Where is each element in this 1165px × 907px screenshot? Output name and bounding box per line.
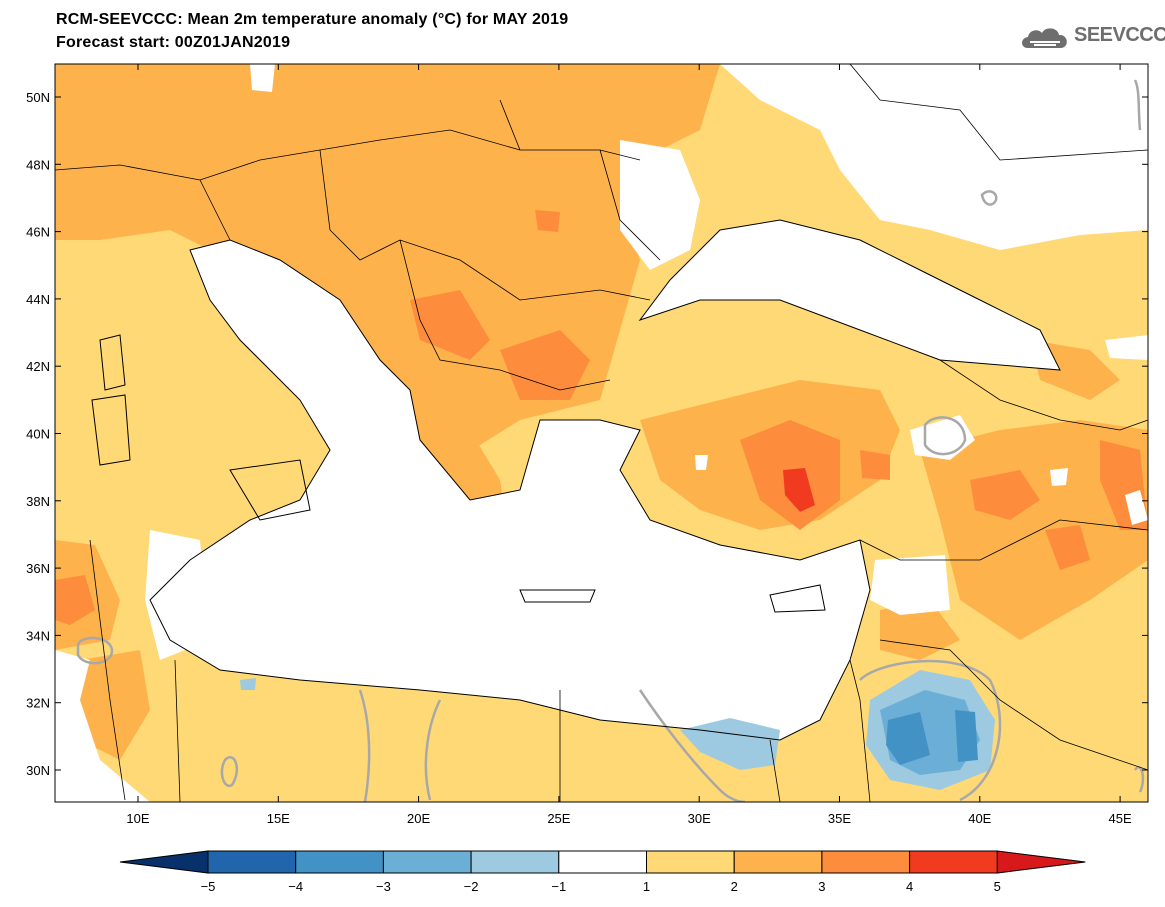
lat-label: 32N xyxy=(26,696,50,711)
map-title: RCM-SEEVCCC: Mean 2m temperature anomaly… xyxy=(56,11,569,28)
cloud-icon xyxy=(1022,28,1067,48)
colorbar-segment xyxy=(909,850,998,874)
colorbar-segment xyxy=(207,850,297,874)
lon-label: 30E xyxy=(688,811,711,826)
lon-label: 40E xyxy=(968,811,991,826)
colorbar-label: 1 xyxy=(643,879,650,894)
zero-contours xyxy=(76,79,1145,802)
lat-label: 38N xyxy=(26,494,50,509)
colorbar-label: −1 xyxy=(551,879,566,894)
colorbar-label: 2 xyxy=(731,879,738,894)
colorbar-min-arrow xyxy=(119,850,209,874)
anomaly-field-3-4 xyxy=(55,210,1148,625)
map-field xyxy=(55,64,1148,802)
lon-label: 25E xyxy=(547,811,570,826)
lat-label: 44N xyxy=(26,292,50,307)
forecast-start-label: Forecast start: 00Z01JAN2019 xyxy=(56,34,291,51)
colorbar-label: −2 xyxy=(464,879,479,894)
lat-label: 36N xyxy=(26,561,50,576)
colorbar-label: −4 xyxy=(288,879,303,894)
lat-label: 34N xyxy=(26,628,50,643)
colorbar-segment xyxy=(646,850,735,874)
colorbar-segment xyxy=(558,850,647,874)
lon-label: 20E xyxy=(407,811,430,826)
lat-label: 42N xyxy=(26,359,50,374)
anomaly-field-neutral xyxy=(55,64,1148,802)
colorbar-segment xyxy=(382,850,472,874)
country-borders xyxy=(55,64,1148,802)
lon-label: 35E xyxy=(828,811,851,826)
lat-label: 46N xyxy=(26,225,50,240)
colorbar-segment xyxy=(470,850,560,874)
colorbar-label: 5 xyxy=(994,879,1001,894)
colorbar-segment xyxy=(295,850,384,874)
seevccc-logo: SEEVCCC xyxy=(1018,22,1165,56)
lat-label: 30N xyxy=(26,763,50,778)
logo-text: SEEVCCC xyxy=(1074,24,1165,46)
lat-label: 40N xyxy=(26,427,50,442)
lat-label: 48N xyxy=(26,157,50,172)
colorbar-label: −5 xyxy=(201,879,216,894)
colorbar-label: 4 xyxy=(906,879,913,894)
lon-label: 15E xyxy=(267,811,290,826)
colorbar-max-arrow xyxy=(996,850,1086,874)
colorbar-segment xyxy=(733,850,823,874)
latitude-axis: 50N 48N 46N 44N 42N 40N 38N 36N 34N 32N 30N xyxy=(26,90,1148,778)
lat-label: 50N xyxy=(26,90,50,105)
colorbar: −5 −4 −3 −2 −1 1 2 3 4 5 xyxy=(119,850,1086,894)
lon-label: 10E xyxy=(126,811,149,826)
colorbar-segment xyxy=(821,850,911,874)
colorbar-label: 3 xyxy=(818,879,825,894)
lon-label: 45E xyxy=(1109,811,1132,826)
longitude-axis: 10E 15E 20E 25E 30E 35E 40E 45E xyxy=(126,64,1132,826)
colorbar-label: −3 xyxy=(376,879,391,894)
